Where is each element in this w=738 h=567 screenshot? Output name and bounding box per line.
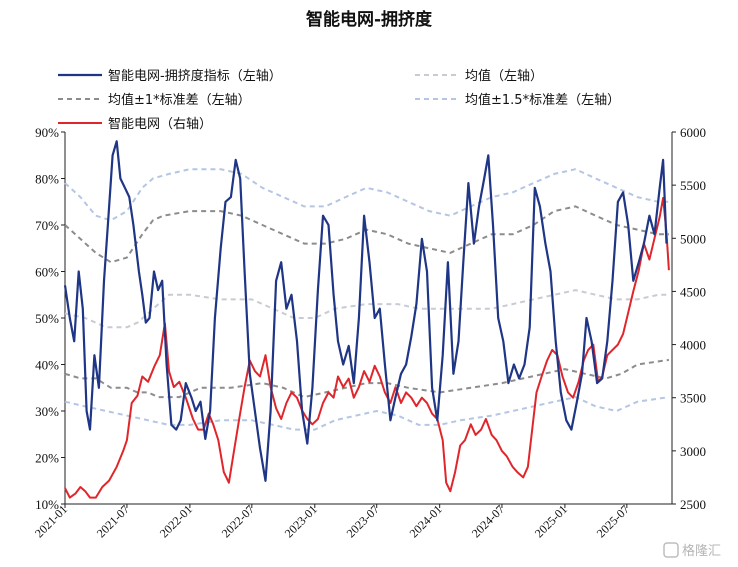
series-line-crowd [63,140,668,482]
series-line-std15 [64,396,670,431]
right-tick-label: 5000 [680,231,706,246]
watermark-text: 格隆汇 [682,543,721,559]
right-tick-label: 4500 [680,284,706,299]
left-tick-label: 60% [35,265,59,280]
right-tick-label: 3500 [680,391,706,406]
left-axis-ticks: 10% 20% 30% 40% 50% 60% 70% 80% 90% [35,125,65,512]
chart-title: 智能电网-拥挤度 [306,9,433,30]
left-tick-label: 10% [35,497,59,512]
series-line-std15_upper [64,168,669,222]
left-tick-label: 50% [35,311,59,326]
x-axis-ticks: 2021-01 2021-07 2022-01 2022-07 2023-01 2023-… [32,502,632,540]
x-tick-label: 2023-07 [344,502,382,540]
x-tick-label: 2025-01 [532,502,570,540]
right-tick-label: 4000 [680,338,706,353]
legend-label-std15: 均值±1.5*标准差（左轴） [465,92,620,108]
left-tick-label: 40% [35,358,59,373]
right-tick-label: 5500 [680,178,706,193]
legend: 智能电网-拥挤度指标（左轴） 均值（左轴） 均值±1*标准差（左轴） 均值±1.5*标… [58,68,620,132]
left-tick-label: 90% [35,125,59,140]
x-tick-label: 2024-07 [469,502,507,540]
legend-label-mean: 均值（左轴） [465,68,543,84]
x-tick-label: 2021-07 [94,502,132,540]
x-tick-label: 2024-01 [407,502,445,540]
series-line-std1_upper [64,205,669,264]
right-tick-label: 3000 [680,444,706,459]
left-tick-label: 80% [35,172,59,187]
series-line-price [64,196,670,499]
left-tick-label: 30% [35,404,59,419]
plot-area: 10% 20% 30% 40% 50% 60% 70% 80% 90% 2500 3000 3500… [32,125,706,540]
right-tick-label: 2500 [680,497,706,512]
x-tick-label: 2022-01 [157,502,195,540]
left-tick-label: 70% [35,218,59,233]
series-layer [63,140,670,499]
left-tick-label: 20% [35,451,59,466]
series-line-mean [64,289,669,329]
x-tick-label: 2025-07 [594,502,632,540]
x-tick-label: 2022-07 [219,502,257,540]
watermark: 格隆汇 [663,542,721,559]
legend-label-crowd: 智能电网-拥挤度指标（左轴） [108,68,282,84]
right-tick-label: 6000 [680,125,706,140]
legend-label-price: 智能电网（右轴） [108,117,212,132]
watermark-logo-icon [663,542,679,558]
legend-label-std1: 均值±1*标准差（左轴） [108,92,251,108]
right-axis-ticks: 2500 3000 3500 4000 4500 5000 5500 6000 [672,125,706,512]
x-tick-label: 2023-01 [282,502,320,540]
